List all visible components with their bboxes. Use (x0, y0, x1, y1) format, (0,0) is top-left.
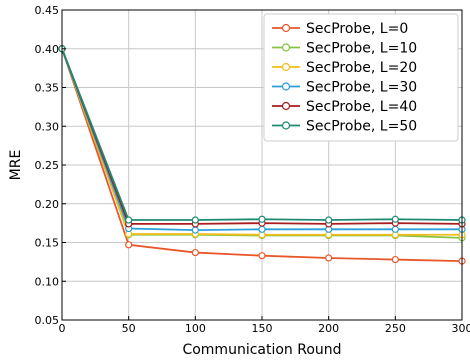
legend-label: SecProbe, L=10 (306, 41, 417, 57)
legend-label: SecProbe, L=0 (306, 21, 408, 37)
data-point (191, 226, 199, 234)
series-markers (58, 45, 466, 265)
legend-swatch-marker (281, 62, 291, 72)
y-tick-label: 0.15 (35, 237, 60, 250)
y-ticks: 0.05 0.10 0.15 0.20 0.25 0.30 0.35 0.40 0.45 (35, 4, 66, 327)
data-point (325, 254, 333, 262)
data-point (191, 248, 199, 257)
y-tick-label: 0.05 (35, 314, 60, 327)
y-tick-label: 0.45 (35, 4, 60, 17)
y-tick-label: 0.25 (35, 159, 60, 172)
x-tick-label: 200 (318, 322, 339, 335)
legend-label: SecProbe, L=30 (306, 80, 417, 96)
x-ticks: 0 50 100 150 200 250 300 (59, 316, 470, 335)
y-tick-label: 0.10 (35, 275, 60, 288)
data-point (325, 216, 333, 224)
legend-box (263, 13, 459, 142)
x-tick-label: 300 (452, 322, 470, 335)
y-tick-label: 0.35 (35, 82, 60, 95)
y-tick-label: 0.40 (35, 43, 60, 56)
legend-swatch-marker (281, 43, 291, 52)
data-point (258, 225, 266, 233)
data-point (125, 241, 133, 249)
legend-label: SecProbe, L=40 (306, 99, 417, 115)
legend: SecProbe, L=0 SecProbe, L=10 SecProbe, L=2… (263, 13, 459, 142)
x-axis-title: Communication Round (182, 342, 341, 358)
y-tick-label: 0.30 (35, 120, 60, 133)
legend-swatch-marker (281, 23, 291, 33)
legend-label: SecProbe, L=50 (306, 119, 417, 135)
x-tick-label: 100 (185, 322, 206, 335)
data-point (391, 255, 399, 264)
x-tick-label: 0 (59, 322, 66, 335)
y-tick-label: 0.20 (35, 198, 60, 211)
data-point (391, 215, 399, 223)
data-point (258, 215, 266, 223)
data-point (191, 216, 199, 224)
data-point (125, 216, 133, 224)
data-point (391, 225, 399, 233)
x-tick-label: 50 (122, 322, 136, 335)
data-point (258, 252, 266, 260)
legend-swatch-marker (281, 82, 291, 91)
y-axis-title: MRE (8, 150, 24, 181)
x-tick-label: 250 (385, 322, 406, 335)
legend-label: SecProbe, L=20 (306, 60, 417, 76)
legend-swatch-marker (281, 121, 291, 130)
x-tick-label: 150 (252, 322, 273, 335)
legend-swatch-marker (281, 101, 291, 111)
